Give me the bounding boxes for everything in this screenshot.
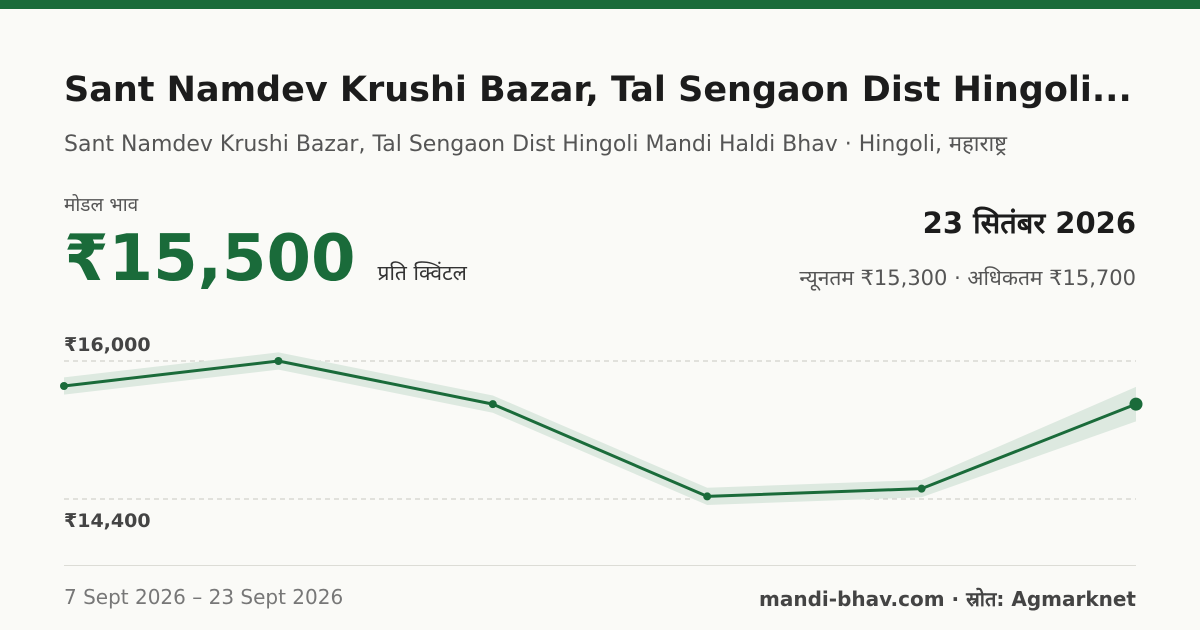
y-tick-label-min: ₹14,400 bbox=[64, 510, 151, 532]
top-accent-bar bbox=[0, 0, 1200, 9]
price-range: न्यूनतम ₹15,300 · अधिकतम ₹15,700 bbox=[799, 266, 1136, 290]
data-point bbox=[703, 492, 712, 501]
modal-price-label: मोडल भाव bbox=[64, 194, 139, 216]
data-point bbox=[488, 400, 497, 409]
footer-source: mandi-bhav.com · स्रोत: Agmarknet bbox=[759, 587, 1136, 611]
page-subtitle: Sant Namdev Krushi Bazar, Tal Sengaon Di… bbox=[64, 132, 1008, 157]
modal-price-value: ₹15,500 bbox=[64, 222, 356, 296]
price-date: 23 सितंबर 2026 bbox=[922, 206, 1136, 240]
data-point bbox=[60, 382, 68, 391]
price-range-band bbox=[64, 352, 1136, 506]
page-title: Sant Namdev Krushi Bazar, Tal Sengaon Di… bbox=[64, 70, 1132, 110]
price-series-line bbox=[63, 359, 1137, 498]
price-row: ₹15,500 प्रति क्विंटल bbox=[64, 222, 467, 296]
data-point bbox=[917, 484, 926, 493]
data-point bbox=[1129, 397, 1143, 411]
footer-date-range: 7 Sept 2026 – 23 Sept 2026 bbox=[64, 585, 344, 609]
footer-divider bbox=[64, 565, 1136, 566]
y-tick-label-max: ₹16,000 bbox=[64, 334, 151, 356]
price-unit: प्रति क्विंटल bbox=[377, 261, 467, 285]
price-trend-chart: ₹16,000 ₹14,400 bbox=[60, 334, 1143, 532]
data-point bbox=[274, 357, 283, 365]
